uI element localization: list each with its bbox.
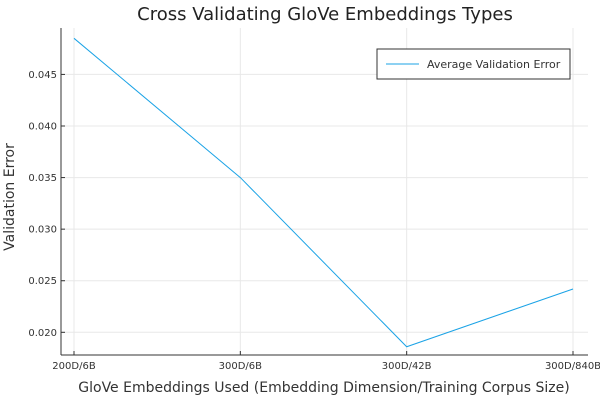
x-axis-label: GloVe Embeddings Used (Embedding Dimensi… <box>78 380 569 396</box>
y-axis-label: Validation Error <box>2 143 18 251</box>
x-tick-label: 300D/840B <box>545 361 600 372</box>
y-tick-label: 0.035 <box>28 173 57 184</box>
y-tick-label: 0.020 <box>28 328 57 339</box>
chart-title: Cross Validating GloVe Embeddings Types <box>137 4 513 25</box>
y-tick-label: 0.040 <box>28 121 57 132</box>
grid-layer <box>61 28 588 355</box>
x-tick-label: 200D/6B <box>52 361 96 372</box>
x-tick-label: 300D/42B <box>382 361 432 372</box>
series-line <box>73 37 574 348</box>
x-tick-label: 300D/6B <box>219 361 263 372</box>
y-tick-label: 0.045 <box>28 70 57 81</box>
legend-label: Average Validation Error <box>427 58 561 71</box>
legend: Average Validation Error <box>376 48 571 80</box>
axes-layer: 0.020 0.025 0.030 0.035 0.040 0.045 200D/6B 300… <box>28 28 600 372</box>
series-layer <box>73 37 574 348</box>
y-tick-label: 0.025 <box>28 276 57 287</box>
y-tick-label: 0.030 <box>28 225 57 236</box>
